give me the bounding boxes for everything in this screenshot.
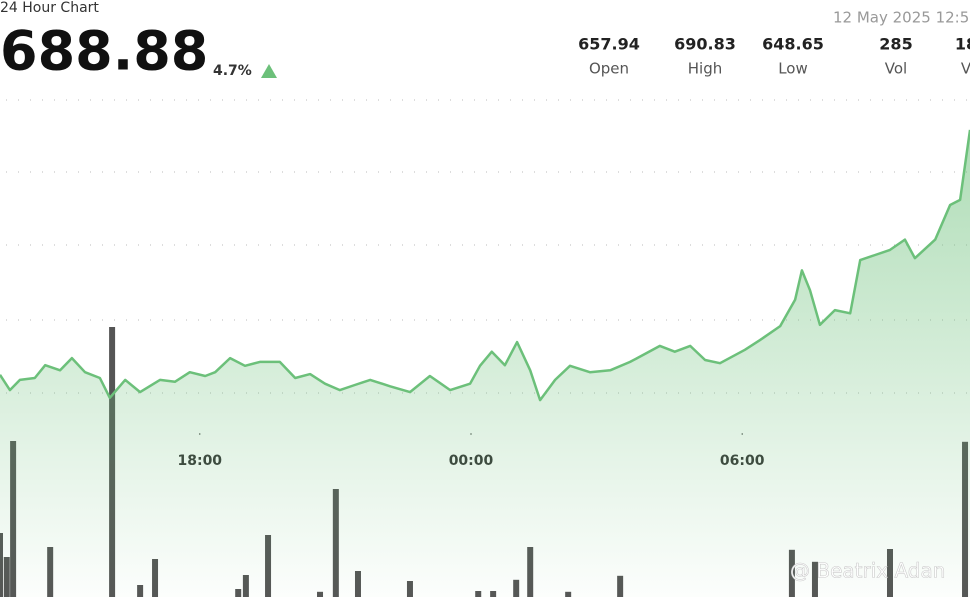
price-line xyxy=(0,129,970,402)
chart-title: 24 Hour Chart xyxy=(0,0,99,16)
stat-value: 690.83 xyxy=(674,35,736,54)
stat-label: Vol xyxy=(885,60,907,78)
stat-label: V xyxy=(961,60,970,78)
stat-value: 657.94 xyxy=(578,35,640,54)
stat-label: High xyxy=(688,60,722,78)
stat-label: Open xyxy=(589,60,629,78)
stat-value: 285 xyxy=(879,35,912,54)
timestamp: 12 May 2025 12:55 xyxy=(833,9,970,27)
change: 4.7% xyxy=(213,63,252,79)
up-arrow xyxy=(261,64,277,78)
watermark: @ Beatrix Adan xyxy=(790,559,945,583)
stat-value: 18 xyxy=(955,35,970,54)
price: 688.88 xyxy=(0,20,208,83)
area xyxy=(0,129,970,597)
stat-value: 648.65 xyxy=(762,35,824,54)
stat-label: Low xyxy=(778,60,808,78)
